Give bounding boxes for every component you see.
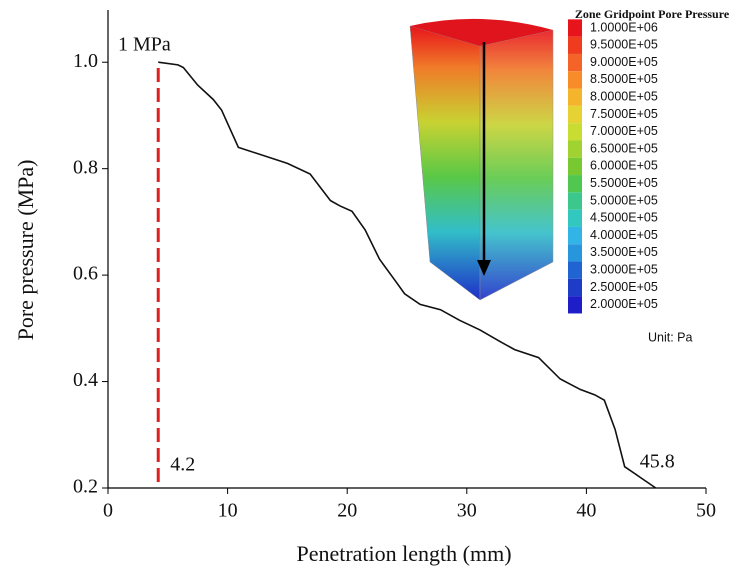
y-axis-label: Pore pressure (MPa) [13, 160, 38, 341]
y-tick-label: 0.6 [73, 263, 98, 285]
legend-swatch [568, 19, 582, 37]
x-tick-label: 50 [696, 500, 716, 522]
legend-swatch [568, 261, 582, 279]
legend-label: 3.0000E+05 [590, 262, 658, 276]
legend-swatch [568, 140, 582, 158]
x-tick-label: 30 [457, 500, 477, 522]
reference-label: 4.2 [170, 454, 195, 476]
legend-label: 9.5000E+05 [590, 38, 658, 52]
legend-label: 8.5000E+05 [590, 72, 658, 86]
x-axis-label: Penetration length (mm) [296, 541, 511, 566]
legend-title: Zone Gridpoint Pore Pressure [575, 7, 730, 21]
legend-label: 8.0000E+05 [590, 89, 658, 103]
legend-label: 6.5000E+05 [590, 141, 658, 155]
legend-unit: Unit: Pa [648, 330, 693, 344]
legend-label: 7.5000E+05 [590, 107, 658, 121]
legend-label: 2.0000E+05 [590, 297, 658, 311]
legend-label: 5.5000E+05 [590, 176, 658, 190]
legend-swatch [568, 278, 582, 297]
x-tick-label: 20 [337, 500, 357, 522]
legend-label: 7.0000E+05 [590, 124, 658, 138]
legend-swatch [568, 209, 582, 227]
legend-swatch [568, 226, 582, 245]
inset-model [409, 18, 554, 301]
legend-swatch [568, 175, 582, 193]
legend-swatch [568, 296, 582, 314]
annotation: 1 MPa [118, 34, 171, 56]
legend-swatch [568, 244, 582, 262]
legend-label: 2.5000E+05 [590, 280, 658, 294]
legend-label: 6.0000E+05 [590, 159, 658, 173]
legend-swatch [568, 88, 582, 106]
x-tick-label: 10 [218, 500, 238, 522]
legend-label: 9.0000E+05 [590, 55, 658, 69]
legend-label: 4.5000E+05 [590, 211, 658, 225]
legend-swatch [568, 157, 582, 176]
legend-swatch [568, 36, 582, 54]
legend-label: 4.0000E+05 [590, 228, 658, 242]
x-tick-label: 40 [576, 500, 596, 522]
y-tick-label: 0.8 [73, 156, 98, 178]
legend-swatch [568, 53, 582, 72]
legend-label: 5.0000E+05 [590, 193, 658, 207]
end-label: 45.8 [640, 451, 675, 473]
y-tick-label: 0.2 [73, 476, 98, 498]
legend-swatch [568, 123, 582, 141]
legend-swatch [568, 192, 582, 210]
legend-swatch [568, 71, 582, 89]
data-line [158, 61, 657, 489]
legend-label: 1.0000E+06 [590, 20, 658, 34]
x-tick-label: 0 [103, 500, 113, 522]
y-tick-label: 0.4 [73, 369, 98, 391]
y-tick-label: 1.0 [73, 50, 98, 72]
legend-label: 3.5000E+05 [590, 245, 658, 259]
legend-swatch [568, 105, 582, 124]
